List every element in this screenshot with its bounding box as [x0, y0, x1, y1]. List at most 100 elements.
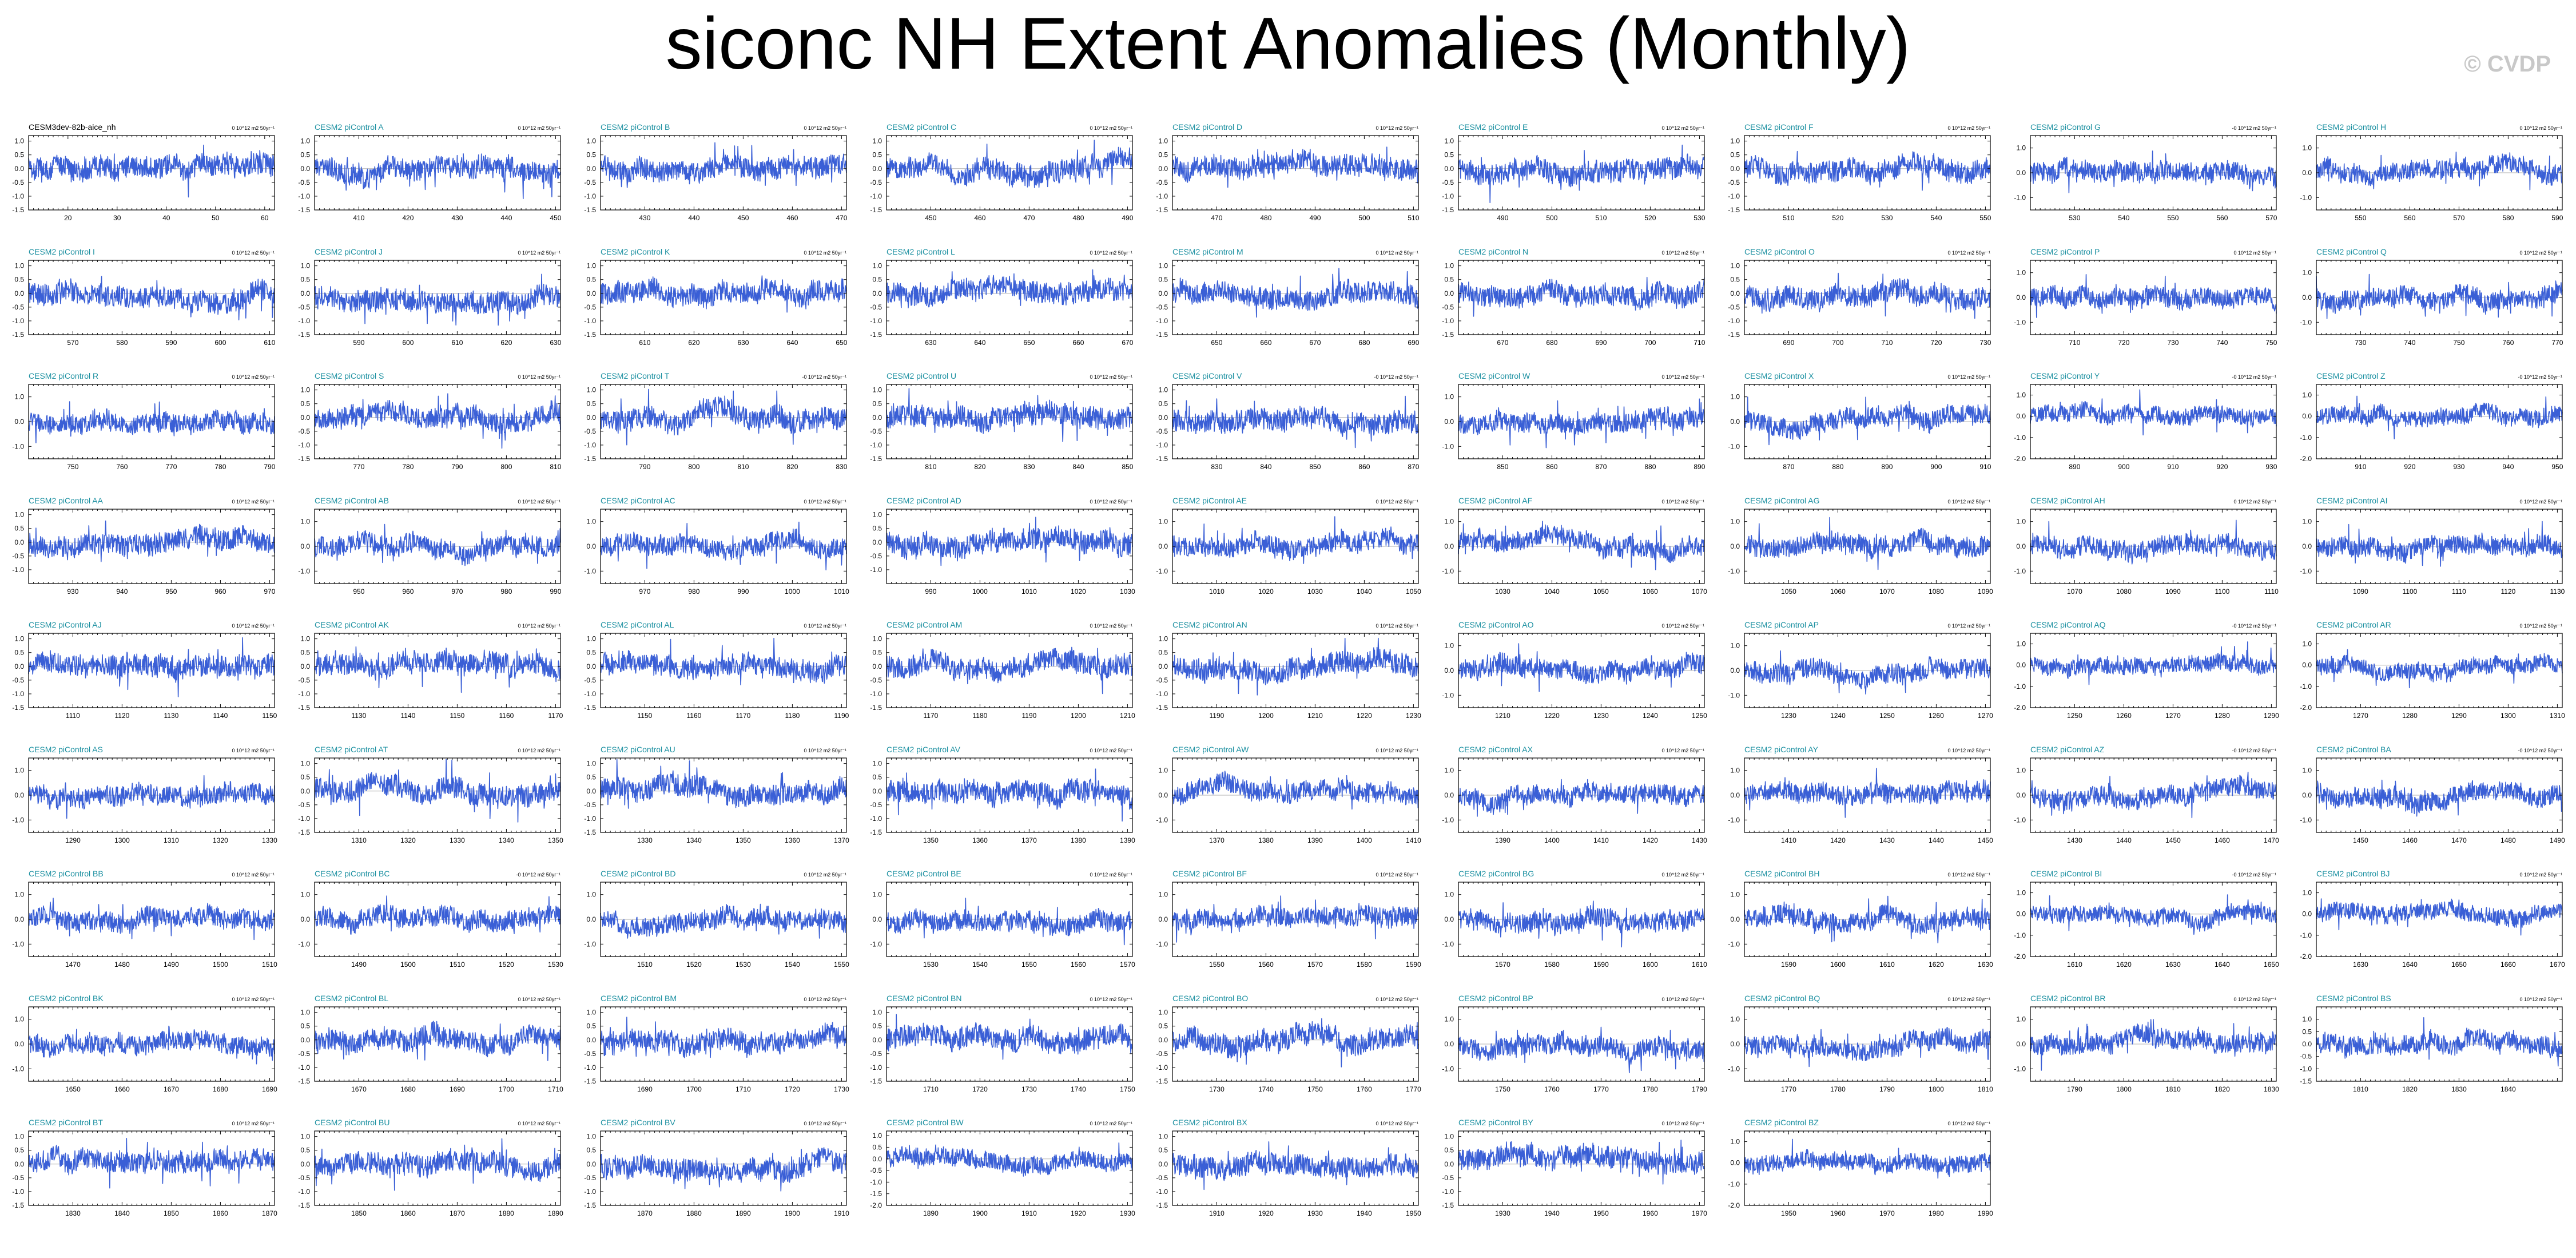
y-tick-label: -0.5 — [1728, 178, 1740, 186]
panel-plot: CESM2 piControl S 0 10^12 m2 50yr⁻¹ 770 780… — [298, 371, 561, 471]
anomaly-series-line — [2030, 519, 2277, 565]
panel-plot: CESM2 piControl AC 0 10^12 m2 50yr⁻¹ 970 98… — [584, 496, 849, 596]
anomaly-series-line — [1744, 150, 1991, 191]
y-tick-label: 0.0 — [1444, 542, 1454, 550]
y-tick-label: -1.0 — [2300, 567, 2312, 575]
x-tick-label: 1150 — [262, 712, 277, 720]
x-tick-label: 560 — [2404, 214, 2415, 222]
y-tick-label: -1.5 — [870, 455, 882, 463]
y-tick-label: -0.5 — [1442, 303, 1454, 311]
panel-title: CESM2 piControl G — [2030, 122, 2101, 132]
x-tick-label: 510 — [1783, 214, 1794, 222]
y-tick-label: 1.0 — [586, 261, 596, 269]
y-tick-label: 1.0 — [2302, 391, 2312, 399]
panel-trend-label: 0 10^12 m2 50yr⁻¹ — [804, 125, 846, 131]
y-tick-label: -1.0 — [12, 316, 24, 324]
y-tick-label: -0.5 — [584, 303, 596, 311]
x-tick-label: 950 — [165, 588, 177, 596]
y-tick-label: 1.0 — [2302, 517, 2312, 525]
x-tick-label: 760 — [116, 463, 128, 471]
y-tick-label: -0.5 — [1156, 178, 1168, 186]
y-tick-label: 1.0 — [1730, 517, 1740, 525]
panel-plot: CESM2 piControl G -0 10^12 m2 50yr⁻¹ 530 54… — [2014, 122, 2277, 222]
y-tick-label: -1.0 — [298, 567, 310, 575]
x-tick-label: 920 — [2404, 463, 2415, 471]
panel-trend-label: 0 10^12 m2 50yr⁻¹ — [1661, 499, 1704, 505]
anomaly-series-line — [1744, 517, 1991, 570]
x-tick-label: 1050 — [1593, 588, 1609, 596]
y-tick-label: 1.0 — [2016, 517, 2026, 525]
y-tick-label: -1.0 — [1156, 567, 1168, 575]
chart-panel: CESM2 piControl AJ 0 10^12 m2 50yr⁻¹ 1110 1… — [0, 620, 282, 742]
y-tick-label: 0.0 — [1730, 418, 1740, 426]
x-tick-label: 990 — [925, 588, 936, 596]
y-tick-label: 0.0 — [872, 538, 882, 546]
y-tick-label: 1.0 — [1444, 261, 1454, 269]
y-tick-label: -1.0 — [584, 441, 596, 449]
panel-plot: CESM2 piControl P 0 10^12 m2 50yr⁻¹ 710 720… — [2014, 247, 2277, 347]
y-tick-label: 0.0 — [14, 418, 24, 426]
y-tick-label: 0.5 — [14, 524, 24, 532]
y-tick-label: 0.0 — [14, 538, 24, 546]
x-tick-label: 590 — [165, 339, 177, 347]
anomaly-series-line — [314, 273, 561, 326]
x-tick-label: 910 — [2167, 463, 2179, 471]
y-tick-label: 0.5 — [1730, 275, 1740, 283]
x-tick-label: 700 — [1644, 339, 1656, 347]
y-tick-label: 0.5 — [872, 275, 882, 283]
y-tick-label: -0.5 — [298, 427, 310, 435]
chart-panel: CESM2 piControl AK 0 10^12 m2 50yr⁻¹ 1130 1… — [283, 620, 568, 742]
x-tick-label: 510 — [1595, 214, 1607, 222]
chart-panel: CESM2 piControl AG 0 10^12 m2 50yr⁻¹ 1050 1… — [1713, 496, 1998, 618]
anomaly-series-line — [1458, 276, 1705, 317]
y-tick-label: -0.5 — [298, 303, 310, 311]
x-tick-label: 870 — [1595, 463, 1607, 471]
x-tick-label: 550 — [2167, 214, 2179, 222]
y-tick-label: 0.0 — [1158, 289, 1168, 297]
x-tick-label: 860 — [1358, 463, 1370, 471]
anomaly-series-line — [1458, 520, 1705, 570]
chart-panel: CESM3dev-82b-aice_nh 0 10^12 m2 50yr⁻¹ 20 3… — [0, 122, 282, 244]
panel-trend-label: 0 10^12 m2 50yr⁻¹ — [1376, 250, 1418, 256]
y-tick-label: -1.0 — [12, 192, 24, 200]
y-tick-label: -1.5 — [584, 455, 596, 463]
x-tick-label: 1110 — [2264, 588, 2279, 596]
y-tick-label: -1.0 — [584, 192, 596, 200]
x-tick-label: 870 — [1783, 463, 1794, 471]
x-tick-label: 530 — [1881, 214, 1893, 222]
x-tick-label: 490 — [1497, 214, 1508, 222]
panel-trend-label: 0 10^12 m2 50yr⁻¹ — [232, 499, 275, 505]
panel-trend-label: -0 10^12 m2 50yr⁻¹ — [2232, 125, 2276, 131]
anomaly-series-line — [2316, 151, 2563, 191]
x-tick-label: 1010 — [1209, 588, 1225, 596]
x-tick-label: 790 — [264, 463, 275, 471]
y-tick-label: -0.5 — [298, 676, 310, 684]
x-tick-label: 630 — [925, 339, 936, 347]
panel-title: CESM2 piControl AA — [29, 496, 104, 505]
y-tick-label: 0.5 — [586, 151, 596, 159]
x-tick-label: 980 — [500, 588, 512, 596]
x-tick-label: 530 — [1694, 214, 1705, 222]
x-tick-label: 470 — [1023, 214, 1035, 222]
y-tick-label: 0.0 — [872, 165, 882, 173]
x-tick-label: 1140 — [213, 712, 228, 720]
x-tick-label: 1090 — [2165, 588, 2181, 596]
panel-title: CESM2 piControl AG — [1744, 496, 1820, 505]
y-tick-label: -1.0 — [584, 316, 596, 324]
panel-title: CESM2 piControl Z — [2316, 371, 2386, 380]
x-tick-label: 1130 — [2550, 588, 2565, 596]
y-tick-label: -1.5 — [584, 206, 596, 214]
x-tick-label: 620 — [688, 339, 699, 347]
y-tick-label: 0.5 — [14, 275, 24, 283]
x-tick-label: 1090 — [2353, 588, 2368, 596]
x-tick-label: 830 — [836, 463, 847, 471]
y-tick-label: -1.5 — [12, 704, 24, 712]
x-tick-label: 850 — [1122, 463, 1133, 471]
x-tick-label: 770 — [353, 463, 364, 471]
panel-plot: CESM2 piControl U 0 10^12 m2 50yr⁻¹ 810 820… — [870, 371, 1133, 471]
x-tick-label: 810 — [925, 463, 936, 471]
x-tick-label: 1080 — [2116, 588, 2132, 596]
panel-plot: CESM2 piControl K 0 10^12 m2 50yr⁻¹ 610 620… — [584, 247, 847, 347]
y-tick-label: -0.5 — [584, 178, 596, 186]
panel-plot: CESM2 piControl AD 0 10^12 m2 50yr⁻¹ 990 10… — [870, 496, 1135, 596]
